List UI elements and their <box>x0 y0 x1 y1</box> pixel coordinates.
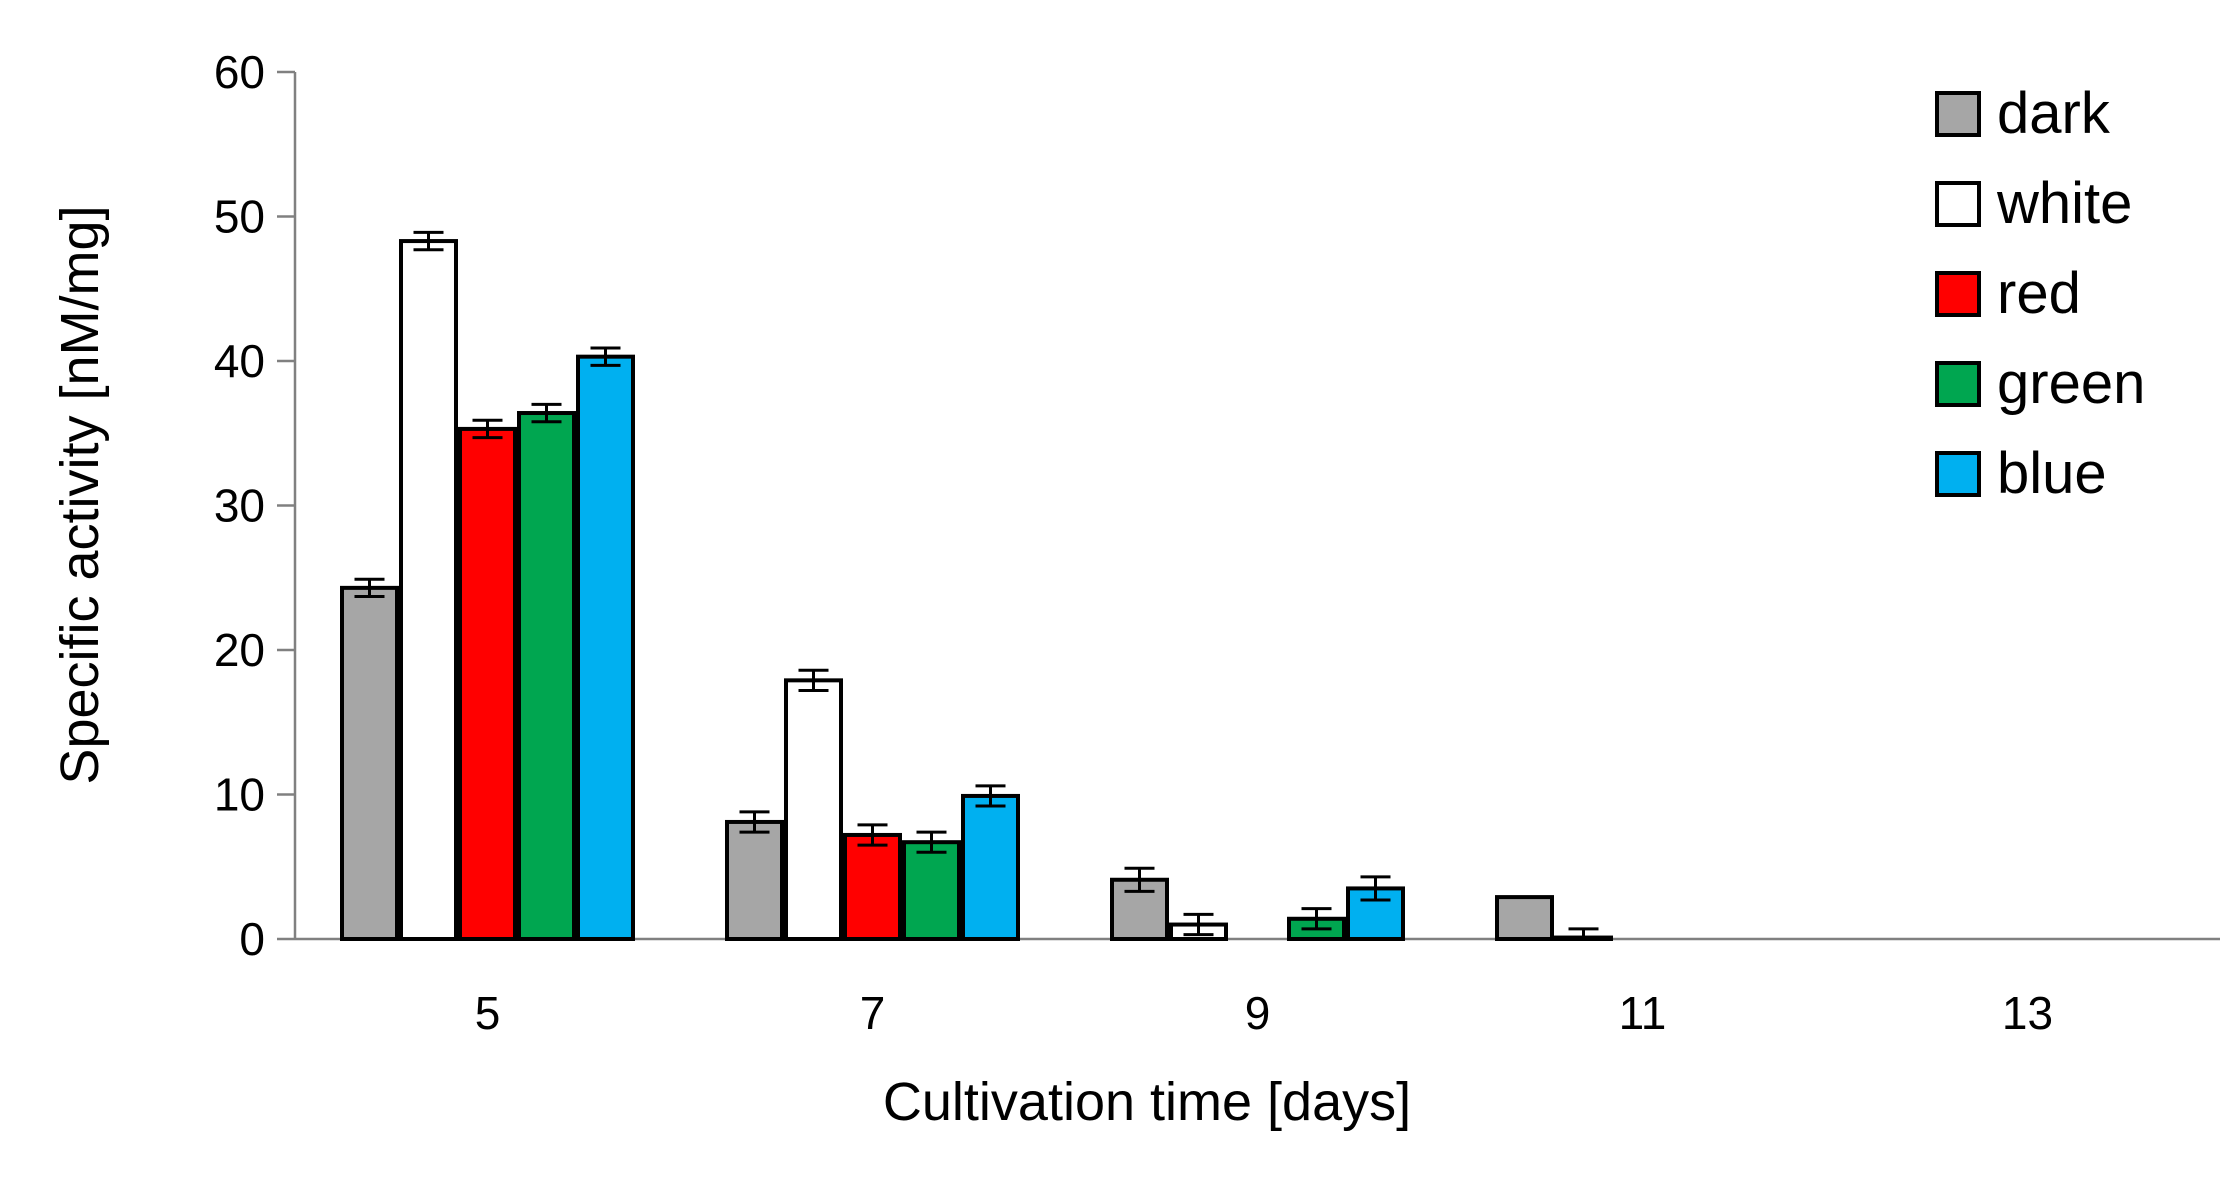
legend-label-green: green <box>1997 351 2145 416</box>
x-tick-label: 7 <box>860 987 886 1039</box>
legend-swatch-red <box>1935 271 1981 317</box>
y-tick-label: 20 <box>214 624 265 676</box>
bar-dark-5 <box>340 585 399 941</box>
x-tick-label: 13 <box>2002 987 2053 1039</box>
legend-label-blue: blue <box>1997 441 2107 506</box>
x-tick-label: 11 <box>1619 987 1667 1039</box>
bar-green-5 <box>517 411 576 941</box>
legend-swatch-white <box>1935 181 1981 227</box>
bars-layer <box>340 230 1613 942</box>
legend-swatch-green <box>1935 361 1981 407</box>
x-tick-label: 9 <box>1245 987 1271 1039</box>
bar-red-5 <box>458 426 517 941</box>
y-tick-label: 50 <box>214 191 265 243</box>
y-tick-label: 40 <box>214 335 265 387</box>
legend-label-white: white <box>1996 171 2132 236</box>
x-axis-title: Cultivation time [days] <box>883 1072 1411 1132</box>
bar-dark-7 <box>725 819 784 942</box>
bar-green-7 <box>902 840 961 941</box>
labels-layer: 0 10 20 30 40 50 60 5 7 9 11 13 <box>214 46 2053 1039</box>
y-tick-label: 30 <box>214 480 265 532</box>
legend-label-dark: dark <box>1997 81 2111 146</box>
bar-white-7 <box>784 678 843 941</box>
legend-label-red: red <box>1997 261 2081 326</box>
y-tick-label: 0 <box>239 913 265 965</box>
bar-dark-11 <box>1495 895 1554 941</box>
bar-blue-7 <box>961 793 1020 941</box>
legend: dark white red green blue <box>1935 81 2145 506</box>
y-tick-label: 60 <box>214 46 265 98</box>
bar-blue-5 <box>576 354 635 942</box>
y-axis-title: Specific activity [nM/mg] <box>50 205 110 784</box>
y-tick-label: 10 <box>214 769 265 821</box>
legend-swatch-dark <box>1935 91 1981 137</box>
legend-swatch-blue <box>1935 451 1981 497</box>
bar-white-5 <box>399 239 458 941</box>
x-tick-label: 5 <box>475 987 501 1039</box>
bar-red-7 <box>843 832 902 942</box>
